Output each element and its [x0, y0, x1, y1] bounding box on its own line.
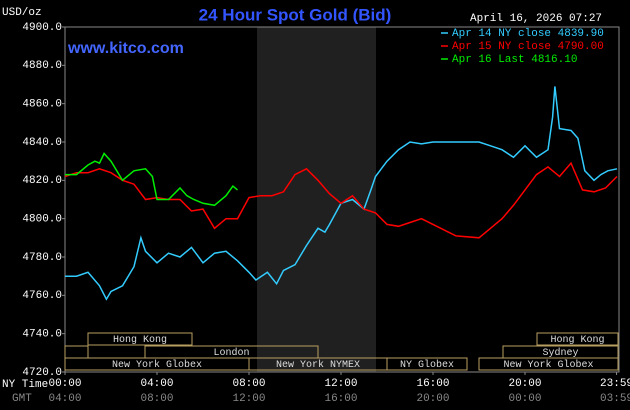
x-tick-label: 00:00 — [48, 378, 81, 390]
x-row-label: GMT — [12, 393, 32, 405]
series-line — [65, 86, 618, 301]
x-tick-label: 20:00 — [508, 378, 541, 390]
session-shade — [257, 27, 376, 372]
x-row-label: NY Time — [2, 379, 48, 391]
session-label: NY Globex — [400, 359, 454, 371]
session-label: Sydney — [542, 347, 578, 359]
timestamp: April 16, 2026 07:27 — [470, 13, 602, 25]
gmt-tick-label: 03:59 — [600, 393, 630, 405]
y-tick-label: 4900.0 — [22, 22, 62, 34]
session-label: Hong Kong — [550, 335, 604, 346]
session-box — [478, 357, 619, 371]
legend-label: Apr 16 Last 4816.10 — [452, 54, 577, 66]
session-box — [536, 332, 619, 346]
y-tick-label: 4860.0 — [22, 99, 62, 111]
chart-title: 24 Hour Spot Gold (Bid) — [199, 5, 392, 24]
y-tick-label: 4820.0 — [22, 175, 62, 187]
watermark: www.kitco.com — [67, 40, 184, 57]
session-box — [87, 332, 193, 346]
gmt-tick-label: 00:00 — [508, 393, 541, 405]
gmt-tick-label: 04:00 — [48, 393, 81, 405]
y-axis-label: USD/oz — [2, 7, 42, 19]
gmt-tick-label: 12:00 — [232, 393, 265, 405]
y-tick-label: 4880.0 — [22, 60, 62, 72]
session-box — [386, 357, 468, 371]
series-line — [64, 161, 618, 239]
session-label: New York Globex — [503, 359, 593, 371]
gmt-tick-label: 16:00 — [324, 393, 357, 405]
series-line — [65, 152, 238, 207]
y-tick-label: 4800.0 — [22, 214, 62, 226]
x-tick-label: 04:00 — [140, 378, 173, 390]
session-label: Hong Kong — [113, 335, 167, 346]
session-label: New York Globex — [112, 359, 202, 371]
y-tick-label: 4720.0 — [22, 367, 62, 379]
x-tick-label: 16:00 — [416, 378, 449, 390]
legend-label: Apr 14 NY close 4839.90 — [452, 28, 604, 40]
session-label: New York NYMEX — [276, 359, 360, 371]
y-tick-label: 4780.0 — [22, 252, 62, 264]
gmt-tick-label: 08:00 — [140, 393, 173, 405]
x-tick-label: 23:59 — [600, 378, 630, 390]
y-tick-label: 4840.0 — [22, 137, 62, 149]
plot-frame — [64, 26, 620, 373]
session-box — [64, 345, 89, 359]
x-tick-label: 12:00 — [324, 378, 357, 390]
y-tick-label: 4760.0 — [22, 290, 62, 302]
gmt-tick-label: 20:00 — [416, 393, 449, 405]
session-label: London — [213, 347, 249, 359]
x-tick-label: 08:00 — [232, 378, 265, 390]
y-tick-label: 4740.0 — [22, 329, 62, 341]
legend-label: Apr 15 NY close 4790.00 — [452, 41, 604, 53]
